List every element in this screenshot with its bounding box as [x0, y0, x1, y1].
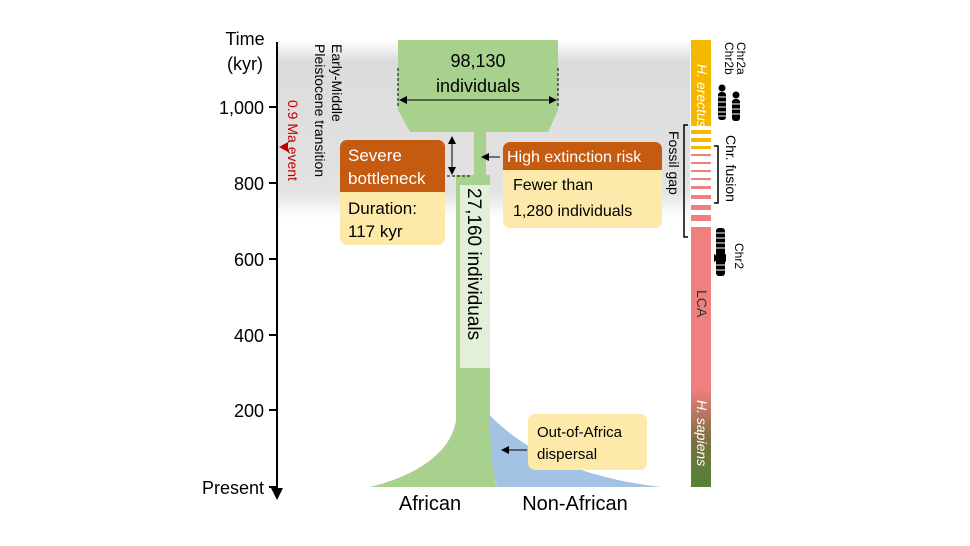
lineage-bar: H. erectus LCA H. sapiens	[691, 40, 711, 487]
tick-label: 600	[234, 250, 264, 270]
non-african-population	[485, 410, 662, 487]
tick-label: 800	[234, 174, 264, 194]
extinction-risk-box: High extinction risk Fewer than 1,280 in…	[503, 142, 662, 228]
severe-bottleneck-box: Severe bottleneck Duration: 117 kyr	[340, 140, 445, 245]
svg-text:Duration:: Duration:	[348, 199, 417, 218]
ancestral-unit: individuals	[436, 76, 520, 96]
out-of-africa-box: Out-of-Africa dispersal	[528, 414, 647, 470]
transition-label-1: Early-Middle	[329, 44, 345, 122]
ancestral-count: 98,130	[450, 51, 505, 71]
transition-label-2: Pleistocene transition	[312, 44, 328, 177]
fossil-gap-label: Fossil gap	[666, 131, 682, 195]
tick-label: 200	[234, 401, 264, 421]
axis-unit: (kyr)	[227, 54, 263, 74]
axis-title: Time	[225, 29, 264, 49]
svg-text:Fewer than: Fewer than	[513, 177, 593, 194]
sapiens-label: H. sapiens	[694, 400, 710, 466]
chr2a-chromosome-icon	[732, 91, 740, 121]
chr2b-chromosome-icon	[718, 84, 726, 120]
tick-label: 400	[234, 326, 264, 346]
non-african-label: Non-African	[522, 493, 628, 515]
time-axis: Time (kyr) 1,000 800 600 400 200 Present	[202, 29, 283, 500]
erectus-label: H. erectus	[694, 64, 710, 128]
svg-text:Severe: Severe	[348, 146, 402, 165]
svg-text:High extinction risk: High extinction risk	[507, 149, 642, 166]
event-label: 0.9 Ma event	[285, 100, 301, 181]
chr2-label: Chr2	[732, 243, 746, 269]
fossil-gap-bracket	[683, 124, 688, 238]
chr2a-label: Chr2a	[734, 42, 748, 75]
lca-label: LCA	[694, 290, 710, 318]
event-marker-icon	[279, 142, 288, 152]
svg-text:Out-of-Africa: Out-of-Africa	[537, 424, 623, 441]
bottleneck-count: 27,160 individuals	[463, 188, 484, 340]
fusion-bracket	[714, 145, 719, 204]
svg-text:1,280 individuals: 1,280 individuals	[513, 203, 632, 220]
bottleneck-label-bg	[460, 185, 490, 368]
svg-text:117 kyr: 117 kyr	[348, 222, 403, 241]
tick-label: Present	[202, 478, 264, 498]
african-label: African	[399, 493, 461, 515]
chr2b-label: Chr2b	[722, 42, 736, 75]
tick-label: 1,000	[219, 98, 264, 118]
chr2-chromosome-icon	[714, 228, 726, 276]
svg-text:dispersal: dispersal	[537, 446, 597, 463]
axis-arrow-icon	[271, 488, 283, 500]
svg-text:bottleneck: bottleneck	[348, 169, 426, 188]
fusion-label: Chr. fusion	[723, 135, 739, 202]
